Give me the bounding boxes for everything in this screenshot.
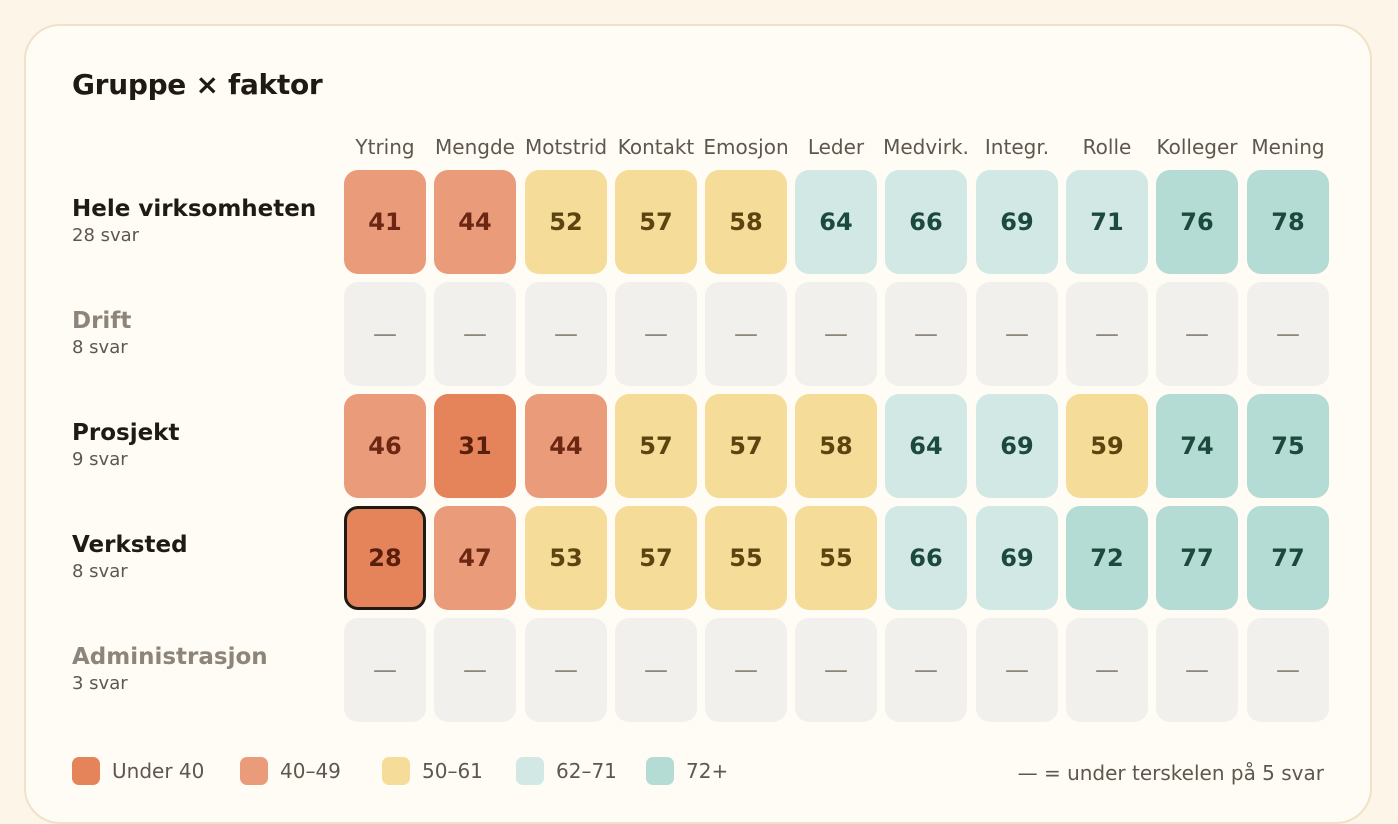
heatmap-cell[interactable]: 58 <box>795 394 877 498</box>
heatmap-cell[interactable]: 47 <box>434 506 516 610</box>
heatmap-cell[interactable]: 64 <box>795 170 877 274</box>
legend-item: 62–71 <box>516 757 617 785</box>
row-name: Drift <box>72 308 132 334</box>
row-name: Administrasjon <box>72 644 268 670</box>
heatmap-cell[interactable]: — <box>1066 618 1148 722</box>
column-header-4: Emosjon <box>703 135 789 159</box>
heatmap-cell[interactable]: — <box>976 282 1058 386</box>
column-header-10: Mening <box>1251 135 1325 159</box>
heatmap-cell[interactable]: — <box>1066 282 1148 386</box>
heatmap-cell[interactable]: 58 <box>705 170 787 274</box>
row-name: Hele virksomheten <box>72 196 317 222</box>
legend-swatch <box>72 757 100 785</box>
column-header-6: Medvirk. <box>883 135 969 159</box>
legend-swatch <box>382 757 410 785</box>
legend-label: Under 40 <box>112 759 205 783</box>
legend-item: 72+ <box>646 757 728 785</box>
legend-label: 40–49 <box>280 759 341 783</box>
heatmap-cell[interactable]: 75 <box>1247 394 1329 498</box>
heatmap-cell[interactable]: 64 <box>885 394 967 498</box>
heatmap-cell[interactable]: — <box>525 618 607 722</box>
heatmap-cell[interactable]: — <box>615 618 697 722</box>
row-count: 9 svar <box>72 449 128 470</box>
heatmap-cell[interactable]: 46 <box>344 394 426 498</box>
heatmap-cell[interactable]: — <box>885 618 967 722</box>
column-header-0: Ytring <box>355 135 415 159</box>
heatmap-cell[interactable]: — <box>615 282 697 386</box>
column-header-1: Mengde <box>435 135 515 159</box>
heatmap-cell[interactable]: — <box>1247 618 1329 722</box>
heatmap-cell[interactable]: 66 <box>885 506 967 610</box>
heatmap-cell[interactable]: 77 <box>1156 506 1238 610</box>
legend-label: 62–71 <box>556 759 617 783</box>
heatmap-cell[interactable]: — <box>525 282 607 386</box>
heatmap-cell[interactable]: 78 <box>1247 170 1329 274</box>
heatmap-cell[interactable]: 41 <box>344 170 426 274</box>
card-title: Gruppe × faktor <box>72 68 323 101</box>
heatmap-cell[interactable]: — <box>705 282 787 386</box>
column-header-5: Leder <box>807 135 865 159</box>
heatmap-cell[interactable]: 69 <box>976 170 1058 274</box>
legend-item: 50–61 <box>382 757 483 785</box>
row-count: 3 svar <box>72 673 128 694</box>
heatmap-cell[interactable]: 44 <box>525 394 607 498</box>
heatmap-cell[interactable]: 57 <box>705 394 787 498</box>
heatmap-cell[interactable]: 31 <box>434 394 516 498</box>
heatmap-cell[interactable]: — <box>344 618 426 722</box>
row-count: 8 svar <box>72 561 128 582</box>
heatmap-cell[interactable]: 59 <box>1066 394 1148 498</box>
heatmap-cell[interactable]: — <box>885 282 967 386</box>
heatmap-cell[interactable]: — <box>705 618 787 722</box>
heatmap-cell[interactable]: 74 <box>1156 394 1238 498</box>
heatmap-cell[interactable]: 57 <box>615 394 697 498</box>
heatmap-cell[interactable]: 77 <box>1247 506 1329 610</box>
heatmap-cell[interactable]: — <box>1247 282 1329 386</box>
column-header-2: Motstrid <box>524 135 608 159</box>
legend-item: 40–49 <box>240 757 341 785</box>
row-count: 8 svar <box>72 337 128 358</box>
row-name: Verksted <box>72 532 188 558</box>
heatmap-cell[interactable]: — <box>1156 282 1238 386</box>
heatmap-cell[interactable]: 76 <box>1156 170 1238 274</box>
row-label: Verksted 8 svar <box>72 531 188 585</box>
legend-swatch <box>646 757 674 785</box>
heatmap-cell[interactable]: 69 <box>976 506 1058 610</box>
column-header-9: Kolleger <box>1156 135 1238 159</box>
heatmap-cell[interactable]: 71 <box>1066 170 1148 274</box>
heatmap-cell[interactable]: — <box>1156 618 1238 722</box>
heatmap-cell[interactable]: — <box>434 618 516 722</box>
heatmap-cell[interactable]: — <box>344 282 426 386</box>
row-count: 28 svar <box>72 225 140 246</box>
legend-label: 50–61 <box>422 759 483 783</box>
heatmap-cell[interactable]: — <box>976 618 1058 722</box>
column-header-7: Integr. <box>984 135 1050 159</box>
legend-swatch <box>240 757 268 785</box>
heatmap-cell[interactable]: — <box>434 282 516 386</box>
heatmap-cell[interactable]: 57 <box>615 170 697 274</box>
legend-swatch <box>516 757 544 785</box>
heatmap-cell[interactable]: 72 <box>1066 506 1148 610</box>
legend-threshold-note: — = under terskelen på 5 svar <box>1017 761 1324 785</box>
row-label: Drift 8 svar <box>72 307 131 361</box>
heatmap-cell[interactable]: 66 <box>885 170 967 274</box>
heatmap-cell[interactable]: 55 <box>705 506 787 610</box>
heatmap-cell[interactable]: 55 <box>795 506 877 610</box>
column-header-8: Rolle <box>1082 135 1132 159</box>
legend-label: 72+ <box>686 759 729 783</box>
heatmap-card: Gruppe × faktor Ytring Mengde Motstrid Kont… <box>24 24 1372 824</box>
column-header-3: Kontakt <box>617 135 695 159</box>
row-label: Administrasjon 3 svar <box>72 643 268 697</box>
row-label: Prosjekt 9 svar <box>72 419 179 473</box>
heatmap-cell[interactable]: 69 <box>976 394 1058 498</box>
row-label: Hele virksomheten 28 svar <box>72 195 316 249</box>
heatmap-cell[interactable]: — <box>795 618 877 722</box>
heatmap-cell[interactable]: — <box>795 282 877 386</box>
heatmap-cell[interactable]: 57 <box>615 506 697 610</box>
row-name: Prosjekt <box>72 420 180 446</box>
heatmap-cell[interactable]: 44 <box>434 170 516 274</box>
heatmap-cell[interactable]: 52 <box>525 170 607 274</box>
heatmap-cell[interactable]: 28 <box>344 506 426 610</box>
legend-item: Under 40 <box>72 757 204 785</box>
heatmap-cell[interactable]: 53 <box>525 506 607 610</box>
